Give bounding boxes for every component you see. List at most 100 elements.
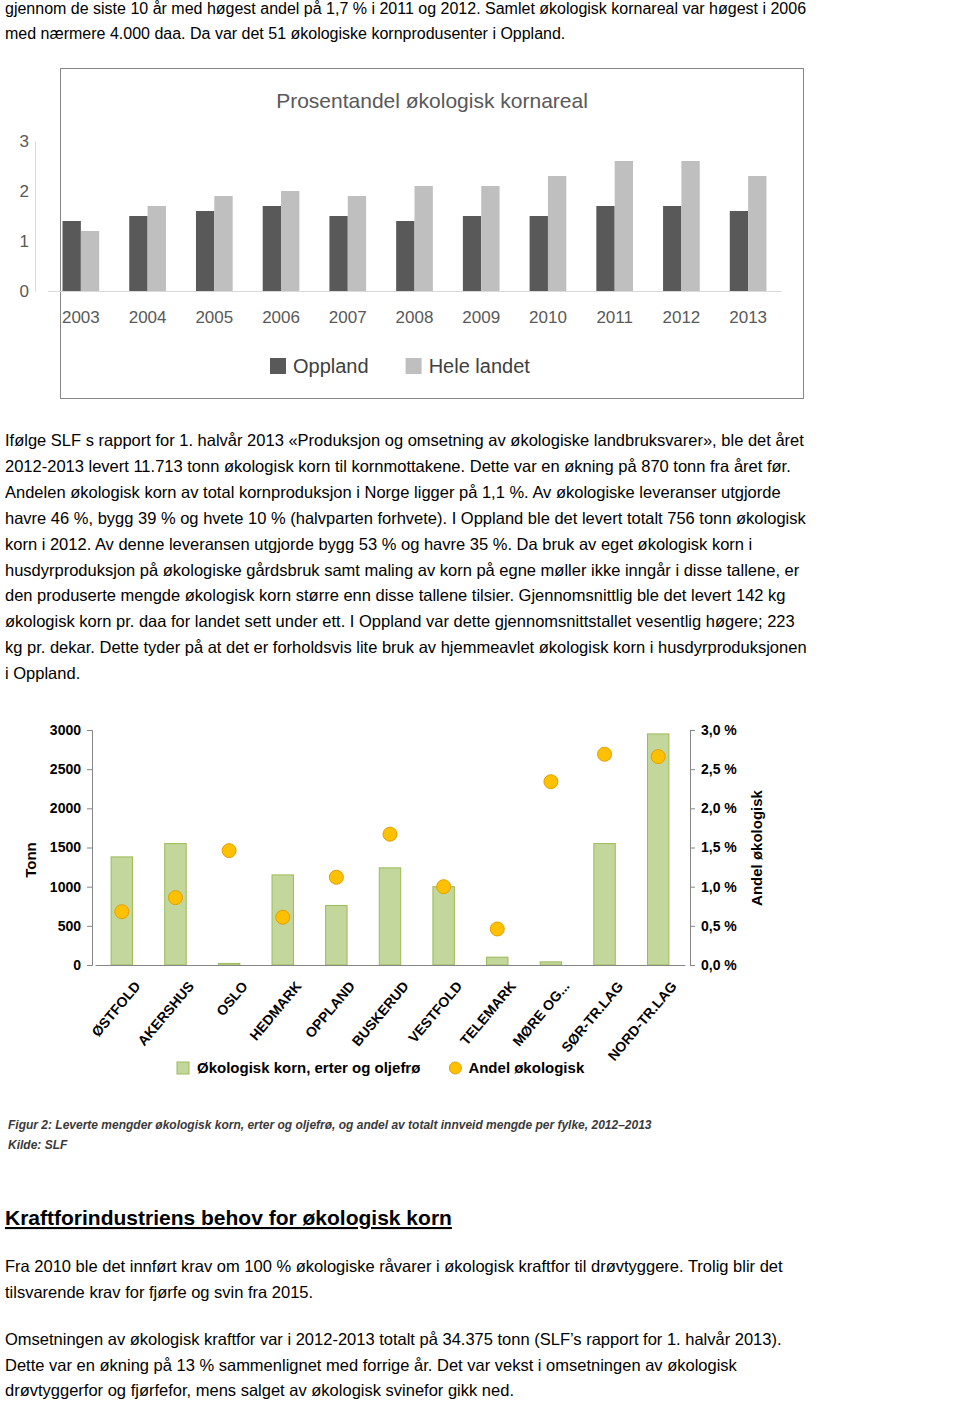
- text-line: kg pr. dekar. Dette tyder på at det er f…: [5, 638, 807, 656]
- point: [490, 922, 504, 936]
- y-axis-tick-mark: [87, 730, 92, 731]
- x-axis-tick: 2013: [729, 308, 767, 327]
- x-axis-tick-label: AKERSHUS: [134, 978, 197, 1048]
- y-axis-tick: 2500: [50, 761, 92, 777]
- figure-caption: Figur 2: Leverte mengder økologisk korn,…: [8, 1118, 652, 1132]
- y-axis: 0 1 2 3: [20, 132, 36, 301]
- text-line: med nærmere 4.000 daa. Da var det 51 øko…: [5, 25, 565, 42]
- bar: [481, 186, 499, 291]
- text-line: gjennom de siste 10 år med høgest andel …: [5, 0, 806, 17]
- y2-axis-tick: 2,0 %: [690, 800, 737, 816]
- legend-label: Økologisk korn, erter og oljefrø: [197, 1059, 421, 1076]
- chart-frame: [61, 69, 804, 399]
- y-axis-line: [35, 142, 36, 292]
- bar: [548, 176, 566, 291]
- text-line: korn i 2012. Av denne leveransen utgjord…: [5, 535, 752, 553]
- y2-axis-tick-mark: [690, 730, 695, 731]
- text-line: tilsvarende krav for fjørfe og svin fra …: [5, 1283, 313, 1301]
- y-axis-title: Tonn: [22, 842, 39, 878]
- y2-axis: 0,0 % 0,5 % 1,0 % 1,5 % 2,0 % 2,5 % 3,0 %: [690, 722, 737, 973]
- bar: [530, 216, 548, 291]
- bar: [463, 216, 481, 291]
- x-axis: ØSTFOLDAKERSHUSOSLOHEDMARKOPPLANDBUSKERU…: [88, 966, 685, 1064]
- bar: [272, 875, 293, 965]
- y-axis-tick: 0: [73, 957, 92, 973]
- plot-area: [63, 161, 767, 291]
- bar: [63, 221, 81, 291]
- x-axis-tick: 2012: [662, 308, 700, 327]
- legend-swatch: [270, 358, 286, 374]
- x-axis-tick: OSLO: [213, 978, 251, 1019]
- bar: [433, 887, 454, 965]
- bar: [281, 191, 299, 291]
- page: gjennom de siste 10 år med høgest andel …: [0, 0, 960, 1403]
- x-axis-tick: VESTFOLD: [405, 978, 465, 1045]
- y-axis-tick-label: 1500: [50, 839, 81, 855]
- x-axis-tick-label: 2009: [462, 308, 500, 327]
- y-axis-tick: 0: [20, 282, 35, 301]
- y-axis-tick: 2000: [50, 800, 92, 816]
- bar: [730, 211, 748, 291]
- x-axis-line: [48, 291, 782, 292]
- y2-axis-tick-mark: [690, 769, 695, 770]
- x-axis-tick-label: 2011: [596, 308, 633, 327]
- x-axis-tick: 2008: [396, 308, 434, 327]
- point: [276, 910, 290, 924]
- x-axis-tick-label: 2004: [129, 308, 167, 327]
- y2-axis-tick: 1,5 %: [690, 839, 737, 855]
- text-line-block: Fra 2010 ble det innført krav om 100 % ø…: [5, 1257, 783, 1301]
- x-axis-tick-label: OSLO: [213, 978, 251, 1019]
- bar: [540, 962, 561, 965]
- x-axis-tick: 2010: [529, 308, 567, 327]
- point: [437, 880, 451, 894]
- x-axis-tick-label: 2010: [529, 308, 567, 327]
- point: [544, 775, 558, 789]
- x-axis-tick-label: 2007: [329, 308, 367, 327]
- legend-label: Hele landet: [429, 355, 531, 377]
- bar: [663, 206, 681, 291]
- y2-axis-tick-mark: [690, 808, 695, 809]
- y-axis-tick-label: 1: [20, 232, 29, 251]
- y2-axis-tick: 3,0 %: [690, 722, 737, 738]
- point: [598, 747, 612, 761]
- text-line: Andelen økologisk korn av total kornprod…: [5, 483, 781, 501]
- section-heading: Kraftforindustriens behov for økologisk …: [5, 1206, 452, 1229]
- y-axis-tick-mark: [87, 887, 92, 888]
- chart-1: Prosentandel økologisk kornareal01232003…: [20, 69, 804, 399]
- text-line-block: Omsetningen av økologisk kraftfor var i …: [5, 1330, 782, 1399]
- x-axis-tick: 2005: [195, 308, 233, 327]
- x-axis-tick-label: 2005: [195, 308, 233, 327]
- x-axis-tick: ØSTFOLD: [88, 978, 143, 1040]
- y-axis-tick-mark: [87, 965, 92, 966]
- bar: [681, 161, 699, 291]
- y2-axis-tick-mark: [690, 965, 695, 966]
- page-canvas: gjennom de siste 10 år med høgest andel …: [0, 0, 960, 1403]
- y2-axis-tick-label: 2,5 %: [701, 761, 737, 777]
- y2-axis-tick-label: 3,0 %: [701, 722, 737, 738]
- x-axis-tick-label: ØSTFOLD: [88, 978, 143, 1040]
- y2-axis-tick-label: 1,5 %: [701, 839, 737, 855]
- x-axis-tick: 2007: [329, 308, 367, 327]
- y2-axis-tick-label: 0,0 %: [701, 957, 737, 973]
- text-line: økologisk korn pr. daa for landet sett u…: [5, 612, 795, 630]
- y-axis-tick: 2: [20, 182, 35, 201]
- y2-axis-tick-label: 0,5 %: [701, 918, 737, 934]
- plot-area: [111, 734, 669, 965]
- x-axis-tick: 2006: [262, 308, 300, 327]
- y2-axis-tick-mark: [690, 887, 695, 888]
- x-axis-tick-label: VESTFOLD: [405, 978, 465, 1045]
- bar: [396, 221, 414, 291]
- text-line: Dette var en økning på 13 % sammenlignet…: [5, 1356, 738, 1374]
- point: [168, 891, 182, 905]
- x-axis-tick-label: 2003: [62, 308, 100, 327]
- text-line-block: gjennom de siste 10 år med høgest andel …: [5, 0, 806, 42]
- y-axis-tick-mark: [87, 926, 92, 927]
- text-line: husdyrproduksjon på økologiske gårdsbruk…: [5, 561, 800, 579]
- x-axis-tick-label: 2006: [262, 308, 300, 327]
- y2-axis-tick-label: 1,0 %: [701, 879, 737, 895]
- y-axis-tick-label: 3: [20, 132, 29, 151]
- y-axis-tick: 3: [20, 132, 35, 151]
- bar: [415, 186, 433, 291]
- y-axis-tick-mark: [87, 769, 92, 770]
- y-axis-tick: 500: [58, 918, 92, 934]
